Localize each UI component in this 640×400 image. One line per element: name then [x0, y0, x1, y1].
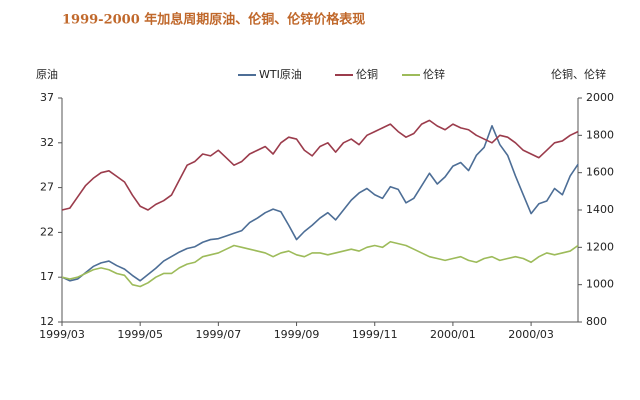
y-tick-label: 12: [40, 315, 54, 328]
y-axis-label: 原油: [36, 67, 58, 81]
series-line: [61, 124, 579, 282]
y-tick-label: 17: [40, 270, 54, 283]
y2-axis-label: 伦铜、伦锌: [551, 67, 606, 81]
legend-label: 伦锌: [423, 67, 445, 81]
y-tick-label: 37: [40, 91, 54, 104]
series-line: [61, 119, 579, 211]
y-tick-label: 32: [40, 136, 54, 149]
x-tick-label: 1999/07: [196, 328, 242, 341]
y2-tick-label: 1600: [586, 166, 614, 179]
y2-tick-label: 1000: [586, 278, 614, 291]
x-tick-label: 2000/01: [430, 328, 476, 341]
x-tick-label: 1999/09: [274, 328, 320, 341]
x-tick-label: 2000/03: [508, 328, 554, 341]
y-tick-label: 27: [40, 181, 54, 194]
x-tick-label: 1999/03: [39, 328, 85, 341]
chart-title: 1999-2000 年加息周期原油、伦铜、伦锌价格表现: [62, 12, 365, 28]
legend-label: 伦铜: [356, 67, 378, 81]
y2-tick-label: 1200: [586, 240, 614, 253]
y2-tick-label: 2000: [586, 91, 614, 104]
y2-tick-label: 800: [586, 315, 607, 328]
series-line: [61, 240, 579, 288]
y2-tick-label: 1800: [586, 128, 614, 141]
x-tick-label: 1999/11: [352, 328, 398, 341]
x-tick-label: 1999/05: [117, 328, 163, 341]
y-tick-label: 22: [40, 225, 54, 238]
legend-label: WTI原油: [259, 67, 302, 81]
y2-tick-label: 1400: [586, 203, 614, 216]
